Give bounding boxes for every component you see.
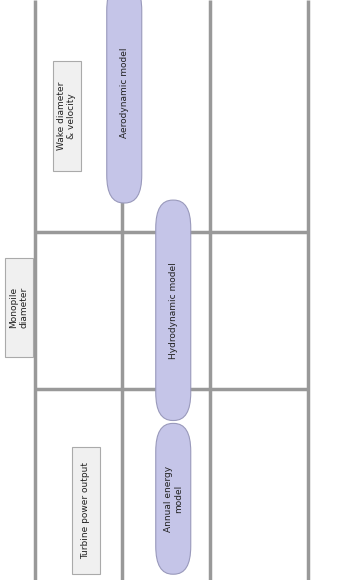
Text: Monopile
diameter: Monopile diameter [9,287,29,328]
FancyBboxPatch shape [156,423,191,574]
FancyBboxPatch shape [5,258,33,357]
Text: Turbine power output: Turbine power output [81,462,90,559]
FancyBboxPatch shape [156,200,191,420]
Text: Annual energy
model: Annual energy model [163,466,183,532]
FancyBboxPatch shape [107,0,142,203]
FancyBboxPatch shape [72,447,100,574]
Text: Wake diameter
& velocity: Wake diameter & velocity [57,82,76,150]
Text: Aerodynamic model: Aerodynamic model [120,48,129,138]
FancyBboxPatch shape [52,61,80,171]
Text: Hydrodynamic model: Hydrodynamic model [169,262,178,358]
